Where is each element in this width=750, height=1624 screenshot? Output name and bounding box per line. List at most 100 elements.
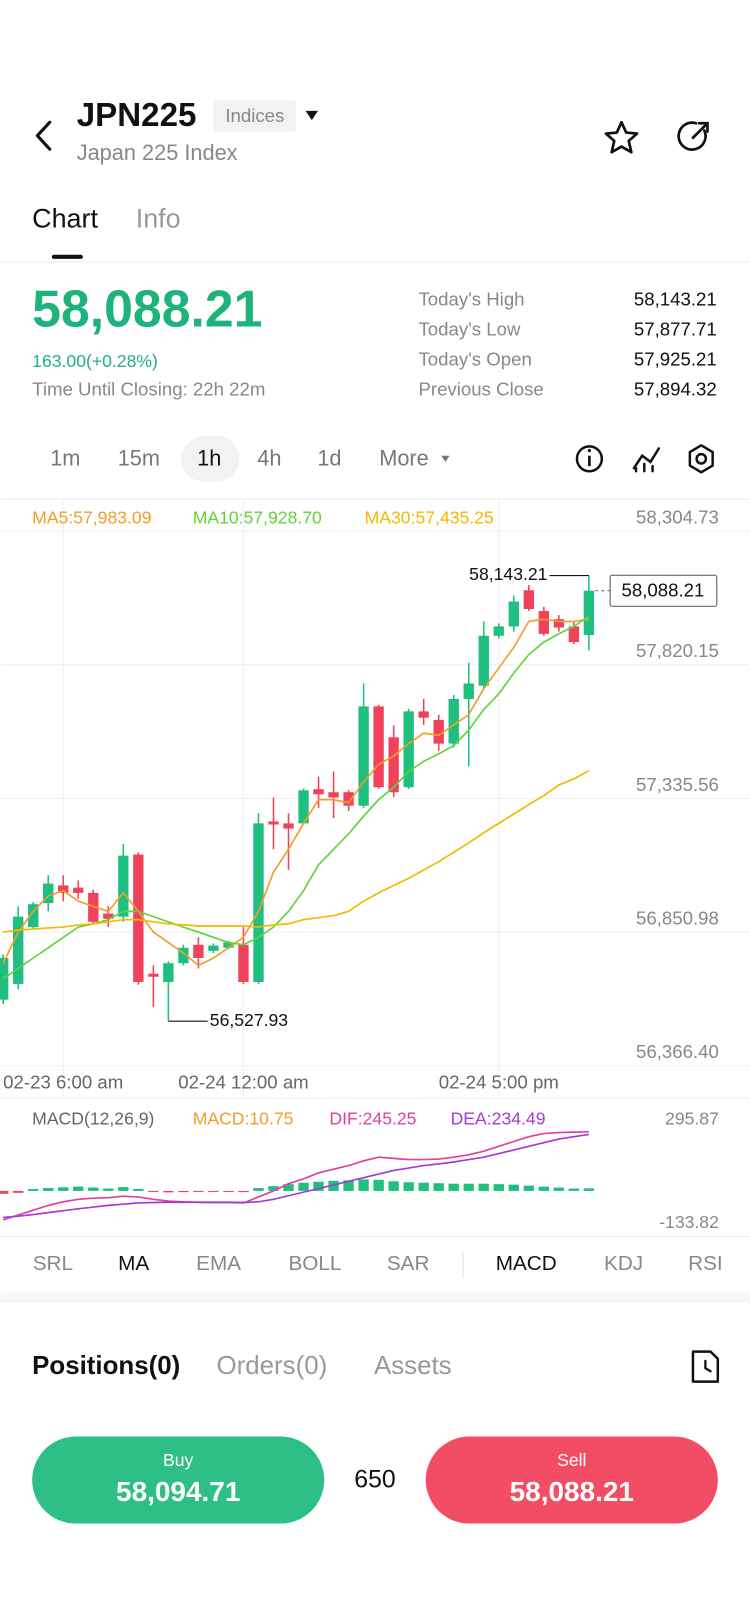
timeframe[interactable]: 15m bbox=[118, 446, 160, 471]
indicator-tab[interactable]: SAR bbox=[387, 1252, 430, 1275]
macd-bar bbox=[403, 1182, 414, 1191]
macd-bar bbox=[388, 1181, 399, 1191]
history-icon[interactable] bbox=[691, 1350, 720, 1383]
timeframe[interactable]: 1d bbox=[317, 446, 341, 471]
macd-bar bbox=[283, 1184, 294, 1191]
macd-bar bbox=[178, 1190, 189, 1193]
indicator-tab[interactable]: MA bbox=[118, 1252, 149, 1275]
candle-body bbox=[418, 711, 429, 718]
candle-body bbox=[343, 792, 354, 806]
price: 58,088.21 bbox=[32, 279, 262, 337]
tag: Indices bbox=[225, 105, 284, 126]
timeframe[interactable]: More bbox=[379, 446, 429, 471]
macd-line bbox=[2, 1130, 589, 1221]
share-button[interactable] bbox=[677, 121, 707, 151]
candle-body bbox=[103, 913, 114, 919]
sell-label: Sell bbox=[557, 1450, 586, 1470]
indicator-tab[interactable]: KDJ bbox=[604, 1252, 643, 1275]
bottom-tab[interactable]: Assets bbox=[374, 1352, 452, 1380]
sell-button[interactable] bbox=[425, 1436, 718, 1524]
candle-body bbox=[568, 626, 580, 643]
candle-body bbox=[463, 683, 474, 699]
buy-button[interactable] bbox=[32, 1436, 325, 1524]
back-button[interactable] bbox=[35, 120, 52, 151]
ma-line bbox=[2, 618, 589, 967]
candle-body bbox=[313, 789, 324, 795]
tab[interactable]: Chart bbox=[32, 204, 98, 234]
macd-bar bbox=[523, 1185, 534, 1191]
candle-body bbox=[13, 916, 24, 984]
legend-entry: DIF:245.25 bbox=[329, 1108, 416, 1128]
timeframe[interactable]: 4h bbox=[257, 446, 281, 471]
stat-value: 57,894.32 bbox=[634, 378, 717, 399]
macd-bar bbox=[313, 1181, 324, 1191]
indicator-tab[interactable]: EMA bbox=[196, 1252, 241, 1275]
section-gap bbox=[0, 1292, 750, 1303]
buy-label: Buy bbox=[163, 1450, 194, 1470]
change: 163.00(+0.28%) bbox=[32, 351, 158, 371]
info-icon[interactable] bbox=[575, 445, 604, 473]
candle-body bbox=[43, 883, 54, 904]
more-caret bbox=[441, 455, 450, 462]
macd-bar bbox=[553, 1187, 565, 1191]
macd-bar bbox=[208, 1190, 219, 1192]
indicator-icon[interactable] bbox=[632, 447, 661, 473]
stat-label: Previous Close bbox=[419, 378, 544, 399]
x-tick-label: 02-24 12:00 am bbox=[178, 1071, 308, 1092]
ma-line bbox=[3, 769, 590, 933]
ma-line bbox=[2, 615, 590, 980]
macd-bar bbox=[118, 1187, 129, 1191]
settings-icon[interactable] bbox=[688, 444, 714, 474]
stat-value: 57,877.71 bbox=[634, 318, 717, 339]
macd-bar bbox=[328, 1180, 339, 1191]
legend-entry: MA5:57,983.09 bbox=[32, 508, 151, 528]
favorite-button[interactable] bbox=[604, 120, 639, 154]
bottom-tab[interactable]: Orders(0) bbox=[217, 1352, 328, 1380]
macd-bar bbox=[58, 1187, 69, 1191]
indicator-tab[interactable]: RSI bbox=[688, 1252, 723, 1275]
tag-bg bbox=[213, 100, 297, 132]
macd-bar bbox=[538, 1186, 549, 1191]
candle-body bbox=[28, 904, 39, 928]
macd-bar bbox=[298, 1182, 309, 1191]
info-icon-dot bbox=[587, 448, 592, 453]
tab[interactable]: Info bbox=[136, 204, 181, 234]
dropdown[interactable] bbox=[305, 110, 319, 121]
macd-title: MACD(12,26,9) bbox=[32, 1108, 154, 1128]
indicator-tab[interactable]: MACD bbox=[496, 1252, 557, 1275]
y-tick-label: 56,366.40 bbox=[636, 1041, 719, 1062]
instrument-name: Japan 225 Index bbox=[77, 140, 238, 165]
tab-underline bbox=[51, 254, 83, 259]
spread: 650 bbox=[354, 1467, 395, 1494]
candle-body bbox=[508, 601, 519, 627]
macd-bar bbox=[508, 1184, 519, 1191]
macd-bar bbox=[448, 1183, 459, 1191]
indicator-tab[interactable]: SRL bbox=[33, 1252, 73, 1275]
candle-body bbox=[403, 711, 414, 788]
y-tick-label: 58,304.73 bbox=[636, 507, 719, 528]
macd-bar bbox=[148, 1190, 159, 1192]
macd-bar bbox=[103, 1188, 114, 1191]
macd-line bbox=[3, 1133, 589, 1219]
x-tick-label: 02-23 6:00 am bbox=[3, 1071, 123, 1092]
timeframe[interactable]: 1m bbox=[50, 446, 80, 471]
stat-value: 58,143.21 bbox=[634, 288, 717, 309]
macd-bar bbox=[463, 1183, 474, 1191]
indicator-tab[interactable]: BOLL bbox=[288, 1252, 341, 1275]
bottom-tab[interactable]: Positions(0) bbox=[32, 1352, 180, 1380]
y-tick-label: 295.87 bbox=[665, 1108, 719, 1128]
candle-body bbox=[178, 947, 189, 964]
timeframe[interactable]: 1h bbox=[197, 446, 221, 471]
macd-bar bbox=[88, 1187, 99, 1191]
legend-entry: MA30:57,435.25 bbox=[365, 508, 494, 528]
candle-body bbox=[88, 892, 99, 922]
candle-body bbox=[298, 790, 309, 824]
last-price-label: 58,088.21 bbox=[621, 580, 704, 601]
candle-body bbox=[388, 737, 399, 793]
macd-bar bbox=[373, 1179, 384, 1191]
candle-body bbox=[493, 626, 504, 636]
macd-bar bbox=[433, 1183, 444, 1191]
stat-label: Today's Low bbox=[419, 318, 521, 339]
candle-body bbox=[253, 823, 264, 982]
